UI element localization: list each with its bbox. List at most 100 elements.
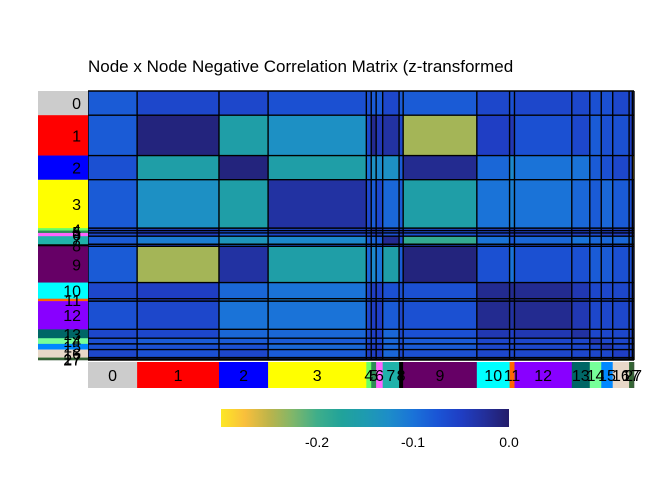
heatmap-cell-2-7 <box>382 155 400 181</box>
heatmap-cell-1-7 <box>382 115 400 156</box>
heatmap-cell-7-8 <box>399 236 404 245</box>
heatmap-cell-6-13 <box>571 232 591 237</box>
heatmap-cell-8-13 <box>571 244 591 247</box>
heatmap-cell-1-8 <box>399 115 404 156</box>
heatmap-cell-5-9 <box>403 230 478 234</box>
heatmap-cell-12-17 <box>629 301 633 330</box>
heatmap-cell-16-0 <box>88 349 138 358</box>
heatmap-cell-6-16 <box>612 232 630 237</box>
heatmap-cell-11-0 <box>88 298 138 302</box>
heatmap-cell-8-2 <box>218 244 269 247</box>
col-network-label-15: 15 <box>598 368 616 385</box>
heatmap-cell-6-0 <box>88 232 138 237</box>
row-network-swatch-15 <box>38 343 88 350</box>
heatmap-cell-0-1 <box>137 91 220 116</box>
col-network-swatch-11 <box>509 362 515 388</box>
heatmap-cell-3-0 <box>88 179 138 229</box>
heatmap-cell-1-6 <box>376 115 383 156</box>
heatmap-cell-14-2 <box>218 338 269 345</box>
heatmap-cell-11-13 <box>571 298 591 302</box>
heatmap-cell-8-16 <box>612 244 630 247</box>
heatmap-cell-8-3 <box>268 244 367 247</box>
heatmap-cell-16-7 <box>382 349 400 358</box>
heatmap-cell-11-10 <box>476 298 510 302</box>
chart-title: Node x Node Negative Correlation Matrix … <box>88 57 513 76</box>
heatmap-cell-12-9 <box>403 301 478 330</box>
colorbar: -0.2 -0.1 0.0 <box>221 409 519 450</box>
heatmap-cell-14-3 <box>268 338 367 345</box>
heatmap-cell-4-2 <box>218 228 269 231</box>
heatmap-cell-4-11 <box>509 228 515 231</box>
heatmap-cell-4-1 <box>137 228 220 231</box>
row-network-swatch-1 <box>38 115 88 156</box>
heatmap-cell-9-15 <box>601 246 614 283</box>
heatmap-cell-9-7 <box>382 246 400 283</box>
heatmap-cell-6-1 <box>137 232 220 237</box>
heatmap-cell-7-4 <box>366 236 372 245</box>
heatmap-cell-12-10 <box>476 301 510 330</box>
row-network-swatch-14 <box>38 338 88 345</box>
heatmap-cell-3-9 <box>403 179 478 229</box>
heatmap-cell-0-13 <box>571 91 591 116</box>
row-network-label-4: 4 <box>72 222 81 239</box>
heatmap-cell-10-1 <box>137 282 220 299</box>
heatmap-cell-7-12 <box>514 236 573 245</box>
heatmap-cell-4-6 <box>376 228 383 231</box>
row-network-label-16: 16 <box>63 347 81 364</box>
heatmap-cell-10-2 <box>218 282 269 299</box>
heatmap-cell-5-4 <box>366 230 372 234</box>
network-boundary-lines <box>87 90 635 361</box>
heatmap-cell-4-5 <box>371 228 377 231</box>
row-network-swatch-6 <box>38 232 88 237</box>
row-network-swatch-9 <box>38 246 88 283</box>
heatmap-cell-9-6 <box>376 246 383 283</box>
heatmap-cell-1-12 <box>514 115 573 156</box>
row-network-label-1: 1 <box>72 128 81 145</box>
heatmap-cell-0-5 <box>371 91 377 116</box>
col-network-swatch-1 <box>137 362 220 388</box>
heatmap-cell-10-5 <box>371 282 377 299</box>
col-network-swatch-16 <box>612 362 630 388</box>
row-network-label-2: 2 <box>72 161 81 178</box>
row-network-label-9: 9 <box>72 257 81 274</box>
heatmap-cell-7-10 <box>476 236 510 245</box>
heatmap-cell-5-3 <box>268 230 367 234</box>
heatmap-cell-7-14 <box>589 236 602 245</box>
heatmap-cell-10-8 <box>399 282 404 299</box>
heatmap-cell-14-0 <box>88 338 138 345</box>
heatmap-cell-6-7 <box>382 232 400 237</box>
heatmap-cell-13-10 <box>476 329 510 339</box>
heatmap-cell-11-3 <box>268 298 367 302</box>
heatmap-cell-13-1 <box>137 329 220 339</box>
row-network-swatch-3 <box>38 179 88 229</box>
heatmap-cell-6-8 <box>399 232 404 237</box>
heatmap-cell-3-13 <box>571 179 591 229</box>
col-network-swatch-6 <box>376 362 383 388</box>
heatmap-cell-9-12 <box>514 246 573 283</box>
heatmap-cell-10-3 <box>268 282 367 299</box>
heatmap-cell-13-6 <box>376 329 383 339</box>
heatmap-cell-11-8 <box>399 298 404 302</box>
heatmap-cell-5-10 <box>476 230 510 234</box>
heatmap-cell-9-9 <box>403 246 478 283</box>
heatmap-cell-11-12 <box>514 298 573 302</box>
row-network-label-15: 15 <box>63 340 81 357</box>
heatmap-cell-9-1 <box>137 246 220 283</box>
heatmap-cell-2-15 <box>601 155 614 181</box>
heatmap-cell-1-16 <box>612 115 630 156</box>
heatmap-cell-9-16 <box>612 246 630 283</box>
col-network-swatch-7 <box>382 362 400 388</box>
heatmap-cell-9-10 <box>476 246 510 283</box>
heatmap-cell-13-0 <box>88 329 138 339</box>
heatmap-cell-12-14 <box>589 301 602 330</box>
heatmap-cell-6-15 <box>601 232 614 237</box>
heatmap-cell-8-0 <box>88 244 138 247</box>
heatmap-cell-2-0 <box>88 155 138 181</box>
heatmap-cell-16-6 <box>376 349 383 358</box>
col-network-label-5: 5 <box>369 368 378 385</box>
heatmap-cell-4-0 <box>88 228 138 231</box>
heatmap-cell-13-4 <box>366 329 372 339</box>
heatmap-cell-12-2 <box>218 301 269 330</box>
heatmap-cell-4-16 <box>612 228 630 231</box>
